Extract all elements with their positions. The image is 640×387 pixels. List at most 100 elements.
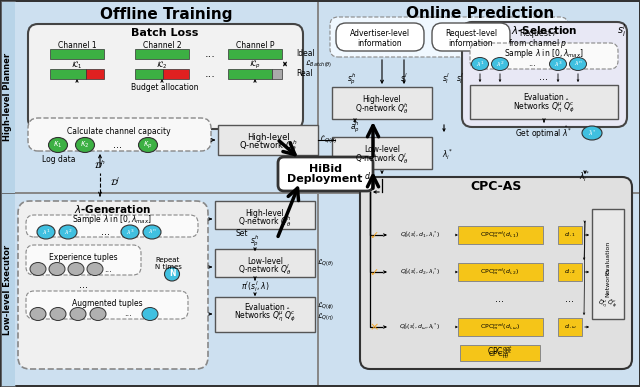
Ellipse shape xyxy=(138,137,157,152)
Text: information: information xyxy=(449,38,493,48)
Text: Log data: Log data xyxy=(42,154,76,163)
Text: $\mathcal{K}_1$: $\mathcal{K}_1$ xyxy=(72,59,83,71)
Text: Sample $\lambda$ in $[0, \lambda_{max}]$: Sample $\lambda$ in $[0, \lambda_{max}]$ xyxy=(504,46,584,60)
Text: $Q_\theta^l(s_i^l,d_2,\lambda_i^*)$: $Q_\theta^l(s_i^l,d_2,\lambda_i^*)$ xyxy=(400,267,440,277)
Bar xyxy=(1,193,15,386)
Text: Q-network $Q_\theta^h$: Q-network $Q_\theta^h$ xyxy=(239,139,298,154)
Bar xyxy=(592,209,624,319)
Text: $\checkmark$: $\checkmark$ xyxy=(369,267,379,277)
Bar xyxy=(460,345,540,361)
Text: $\lambda$-Generation: $\lambda$-Generation xyxy=(74,203,152,215)
Text: ...: ... xyxy=(79,280,88,290)
Text: $\mathcal{L}_{Batch(\theta)}$: $\mathcal{L}_{Batch(\theta)}$ xyxy=(305,58,332,69)
Text: $\lambda_i^*$: $\lambda_i^*$ xyxy=(442,147,454,163)
Bar xyxy=(86,69,104,79)
Text: $\lambda^3$: $\lambda^3$ xyxy=(554,59,563,68)
Text: $\lambda^2$: $\lambda^2$ xyxy=(495,59,504,68)
FancyBboxPatch shape xyxy=(26,215,198,237)
Text: Low-level: Low-level xyxy=(247,257,283,265)
Text: ...: ... xyxy=(100,227,109,237)
FancyBboxPatch shape xyxy=(28,24,303,129)
Text: $s_p^h$: $s_p^h$ xyxy=(348,71,356,87)
Text: $\lambda^2$: $\lambda^2$ xyxy=(63,227,72,236)
Text: $s_p^h$: $s_p^h$ xyxy=(250,233,260,249)
Text: $\mathcal{L}_{Q(\theta)}$: $\mathcal{L}_{Q(\theta)}$ xyxy=(319,134,337,146)
Text: ...: ... xyxy=(205,69,216,79)
Text: Evaluation: Evaluation xyxy=(244,303,285,312)
Text: N times: N times xyxy=(155,264,182,270)
Text: ...: ... xyxy=(566,294,575,304)
Ellipse shape xyxy=(30,262,46,276)
Text: ...: ... xyxy=(205,49,216,59)
FancyBboxPatch shape xyxy=(470,43,618,69)
Text: $\mathcal{K}_p$: $\mathcal{K}_p$ xyxy=(250,59,260,71)
Bar xyxy=(215,297,315,332)
Text: Channel 2: Channel 2 xyxy=(143,41,181,50)
Bar xyxy=(458,318,543,336)
Text: $\mathrm{CPC}_m^{pred}(d_{i,\omega})$: $\mathrm{CPC}_m^{pred}(d_{i,\omega})$ xyxy=(480,322,520,332)
FancyBboxPatch shape xyxy=(336,23,424,51)
Text: $d_{i,1}$: $d_{i,1}$ xyxy=(564,231,576,239)
Bar xyxy=(218,125,318,155)
Bar xyxy=(458,263,543,281)
Ellipse shape xyxy=(90,308,106,320)
Bar xyxy=(458,226,543,244)
Text: Channel 1: Channel 1 xyxy=(58,41,96,50)
Text: $\lambda^3$: $\lambda^3$ xyxy=(125,227,134,236)
Text: Ideal: Ideal xyxy=(296,50,315,58)
Text: $\mathcal{L}_{Q(\eta)}$: $\mathcal{L}_{Q(\eta)}$ xyxy=(317,312,334,322)
Text: CPC-AS: CPC-AS xyxy=(470,180,522,194)
Ellipse shape xyxy=(164,267,179,281)
Text: HiBid: HiBid xyxy=(308,164,342,174)
Text: Real: Real xyxy=(296,70,312,79)
Text: $\checkmark$: $\checkmark$ xyxy=(369,230,379,240)
Bar xyxy=(50,69,86,79)
Text: Get optimal $\hat{\lambda}^*$: Get optimal $\hat{\lambda}^*$ xyxy=(515,125,573,141)
Text: Deployment: Deployment xyxy=(287,174,363,184)
Text: Networks $\hat{Q}_\eta^\mu$ $\hat{Q}_\phi^c$: Networks $\hat{Q}_\eta^\mu$ $\hat{Q}_\ph… xyxy=(513,97,575,115)
Text: $\mathrm{CPC}_m^{pred}(d_{i,1})$: $\mathrm{CPC}_m^{pred}(d_{i,1})$ xyxy=(480,229,520,240)
Text: $\hat{Q}_\eta^\mu$ $\hat{Q}_\phi^c$: $\hat{Q}_\eta^\mu$ $\hat{Q}_\phi^c$ xyxy=(598,298,618,310)
Text: Repeat: Repeat xyxy=(155,257,179,263)
Bar xyxy=(332,137,432,169)
Text: $\mathcal{K}_2$: $\mathcal{K}_2$ xyxy=(156,59,168,71)
Text: $\mathcal{L}_{Q(\theta)}$: $\mathcal{L}_{Q(\theta)}$ xyxy=(317,258,334,269)
Text: $d_{i,2}$: $d_{i,2}$ xyxy=(564,268,576,276)
Ellipse shape xyxy=(76,137,95,152)
Text: Experience tuples: Experience tuples xyxy=(49,252,117,262)
Text: $\mathrm{CPC}_m^{opt}$: $\mathrm{CPC}_m^{opt}$ xyxy=(487,344,513,360)
Ellipse shape xyxy=(143,225,161,239)
Ellipse shape xyxy=(49,137,67,152)
Ellipse shape xyxy=(582,126,602,140)
Text: Augmented tuples: Augmented tuples xyxy=(72,300,142,308)
Ellipse shape xyxy=(70,308,86,320)
Text: $\lambda$-Selection: $\lambda$-Selection xyxy=(511,24,577,36)
Bar xyxy=(332,87,432,119)
Bar xyxy=(215,249,315,277)
Text: $d_i$: $d_i$ xyxy=(364,171,372,183)
Bar xyxy=(318,2,639,385)
Text: $\pi^l(s_i^l, \lambda)$: $\pi^l(s_i^l, \lambda)$ xyxy=(241,279,269,295)
Text: $s_i^l$: $s_i^l$ xyxy=(456,72,464,86)
Text: High-level Planner: High-level Planner xyxy=(3,53,13,141)
Text: Evaluation: Evaluation xyxy=(605,240,611,274)
Text: Networks $\hat{Q}_\eta^\mu$ $\hat{Q}_\phi^c$: Networks $\hat{Q}_\eta^\mu$ $\hat{Q}_\ph… xyxy=(234,306,296,324)
Text: ...: ... xyxy=(113,140,122,150)
Text: Offline Training: Offline Training xyxy=(100,7,232,22)
Text: $\kappa_2$: $\kappa_2$ xyxy=(80,140,90,150)
Text: $\hat{a}_p^h$: $\hat{a}_p^h$ xyxy=(350,119,360,135)
Text: ...: ... xyxy=(104,264,112,274)
Text: $\lambda^n$: $\lambda^n$ xyxy=(148,228,156,236)
Text: ...: ... xyxy=(495,294,504,304)
Text: Request $i$: Request $i$ xyxy=(519,27,557,41)
Ellipse shape xyxy=(472,58,488,70)
Bar xyxy=(272,69,282,79)
Text: Q-network $Q_\theta^l$: Q-network $Q_\theta^l$ xyxy=(238,262,292,277)
Text: $Q_\theta^l(s_i^l,d_1,\lambda_i^*)$: $Q_\theta^l(s_i^l,d_1,\lambda_i^*)$ xyxy=(400,229,440,240)
Bar xyxy=(228,69,272,79)
Text: High-level: High-level xyxy=(363,96,401,104)
FancyBboxPatch shape xyxy=(28,118,211,151)
Text: Advertiser-level: Advertiser-level xyxy=(350,29,410,38)
Text: Budget allocation: Budget allocation xyxy=(131,82,199,91)
Text: High-level: High-level xyxy=(246,132,289,142)
